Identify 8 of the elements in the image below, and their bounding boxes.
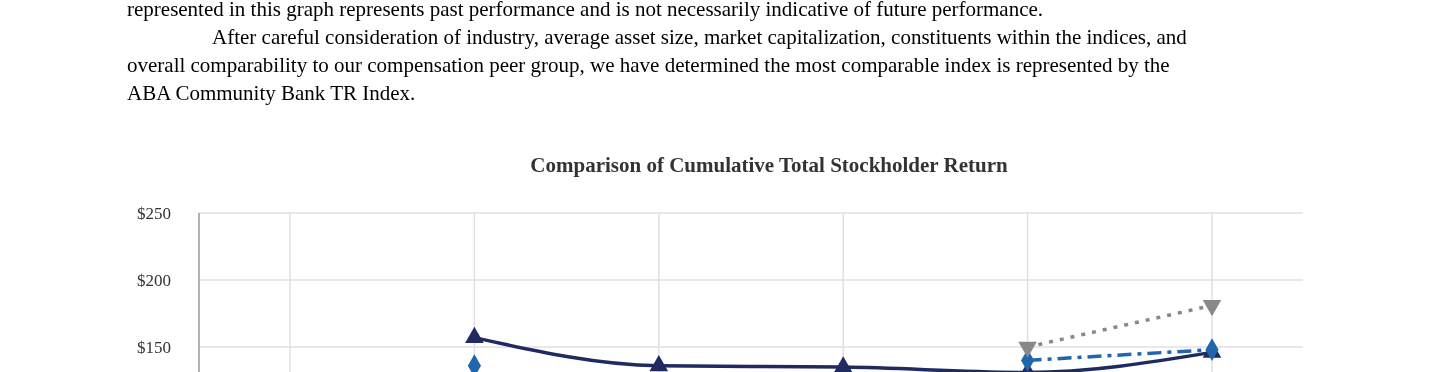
chart-title: Comparison of Cumulative Total Stockholder Return xyxy=(530,153,1009,177)
y-tick-label: $200 xyxy=(137,270,171,290)
text: overall comparability to our compensation peer group, we have determined the most comparable index is represented by the xyxy=(127,53,1170,77)
text: represented in this graph represents past performance and is not necessarily indicative of future performance. xyxy=(127,0,1044,21)
text: ABA Community Bank TR Index. xyxy=(127,81,416,105)
y-tick-label: $150 xyxy=(137,337,171,357)
y-tick-label: $250 xyxy=(137,203,171,223)
text: After careful consideration of industry, average asset size, market capitalization, constituents within the indices, and xyxy=(212,25,1188,49)
